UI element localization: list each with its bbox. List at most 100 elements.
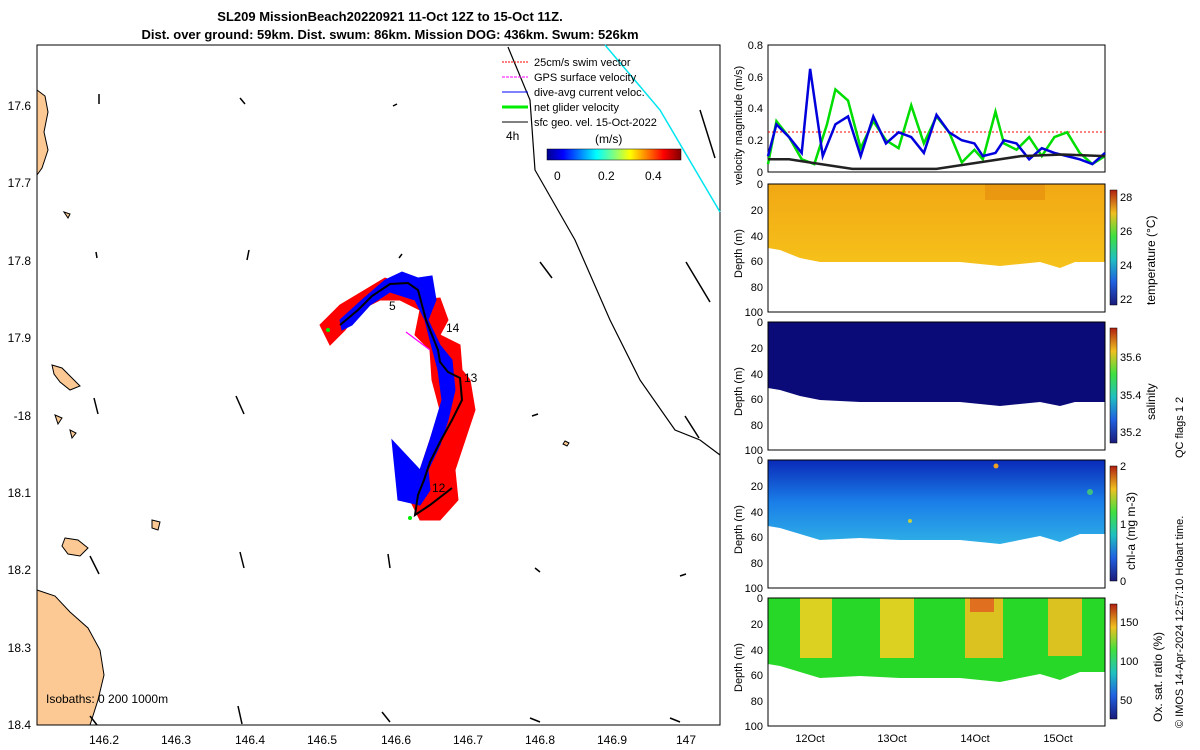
- temp-ytick: 80: [751, 282, 763, 294]
- qc-flags: QC flags 1 2: [1174, 397, 1186, 458]
- vel-ytick: 0.4: [748, 103, 763, 115]
- colorbar-tick: 0.2: [598, 169, 615, 183]
- vel-ytick: 0.2: [748, 135, 763, 147]
- temp-ctick: 24: [1120, 260, 1132, 272]
- oxy-ytick: 40: [751, 645, 763, 657]
- page-title: SL209 MissionBeach20220921 11-Oct 12Z to…: [60, 8, 720, 44]
- map-xtick: 146.4: [235, 733, 265, 747]
- sal-ctick: 35.2: [1120, 427, 1141, 439]
- current-vectors: [339, 271, 456, 506]
- cyan-line: [604, 44, 721, 213]
- temp-ytick: 0: [757, 179, 763, 191]
- sal-colorbar: [1109, 327, 1118, 444]
- map-xtick: 146.7: [453, 733, 483, 747]
- sal-ytick: 60: [751, 394, 763, 406]
- oxy-ctick: 150: [1120, 617, 1138, 629]
- map-ytick: 18.2: [8, 563, 32, 577]
- chl-ctick: 0: [1120, 576, 1126, 588]
- salinity-panel: 0 20 40 60 80 100 Depth (m) 35.6 35.4 35…: [733, 317, 1158, 457]
- oxy-ytick: 20: [751, 619, 763, 631]
- vel-ytick: 0.6: [748, 72, 763, 84]
- velocity-series-2: [768, 153, 1106, 171]
- map-ytick: 18.4: [8, 718, 32, 732]
- chl-field: [768, 460, 1105, 544]
- temp-ylabel: Depth (m): [733, 229, 745, 278]
- salinity-field: [768, 322, 1105, 406]
- temp-clabel: temperature (°C): [1144, 216, 1158, 306]
- legend-4h: 4h: [506, 129, 519, 143]
- start-marker: [326, 328, 330, 332]
- oxy-panel: 0 20 40 60 80 100 Depth (m) 150 100 50 O…: [733, 593, 1165, 745]
- temp-ytick: 20: [751, 205, 763, 217]
- map-ytick: -18: [14, 409, 32, 423]
- sal-ytick: 80: [751, 420, 763, 432]
- isobaths-label: Isobaths: 0 200 1000m: [46, 692, 168, 706]
- end-marker: [408, 516, 412, 520]
- chl-ytick: 80: [751, 558, 763, 570]
- sal-ytick: 40: [751, 369, 763, 381]
- date-tick: 15Oct: [1043, 733, 1072, 745]
- oxy-ylabel: Depth (m): [733, 643, 745, 692]
- temp-ctick: 22: [1120, 294, 1132, 306]
- temp-colorbar: [1109, 189, 1118, 306]
- legend-geo: sfc geo. vel. 15-Oct-2022: [534, 117, 657, 129]
- map-panel: 5 14 13 12 146.2 146.3 146.4 146.5 146.6…: [8, 44, 721, 747]
- legend-net: net glider velocity: [534, 102, 619, 114]
- title-line-1: SL209 MissionBeach20220921 11-Oct 12Z to…: [217, 9, 563, 24]
- title-line-2: Dist. over ground: 59km. Dist. swum: 86k…: [141, 27, 639, 42]
- oxy-ytick: 0: [757, 593, 763, 605]
- isobath-line: [507, 46, 721, 456]
- chl-panel: 0 20 40 60 80 100 Depth (m) 2 1 0 chl-a …: [733, 455, 1138, 595]
- map-ytick: 17.9: [8, 331, 32, 345]
- velocity-series-1: [766, 68, 1106, 166]
- legend-current: dive-avg current veloc.: [534, 87, 645, 99]
- track-label-13: 13: [464, 371, 478, 385]
- chl-ytick: 100: [745, 583, 763, 595]
- chl-ctick: 2: [1120, 461, 1126, 473]
- oxy-ctick: 100: [1120, 656, 1138, 668]
- temp-ytick: 100: [745, 307, 763, 319]
- chl-ytick: 0: [757, 455, 763, 467]
- sal-ylabel: Depth (m): [733, 367, 745, 416]
- oxy-clabel: Ox. sat. ratio (%): [1151, 632, 1165, 722]
- vel-ytick: 0: [757, 167, 763, 179]
- temp-ctick: 28: [1120, 192, 1132, 204]
- date-tick: 13Oct: [877, 733, 906, 745]
- sal-ytick: 0: [757, 317, 763, 329]
- track-label-12: 12: [432, 481, 446, 495]
- chl-colorbar: [1109, 465, 1118, 582]
- map-xtick: 146.8: [525, 733, 555, 747]
- chl-ctick: 1: [1120, 519, 1126, 531]
- chl-ytick: 60: [751, 532, 763, 544]
- map-ytick: 18.3: [8, 641, 32, 655]
- speed-colorbar: [546, 148, 682, 161]
- map-ytick: 18.1: [8, 486, 32, 500]
- sal-ctick: 35.6: [1120, 352, 1141, 364]
- map-ytick: 17.8: [8, 254, 32, 268]
- map-xtick: 146.6: [381, 733, 411, 747]
- date-tick: 14Oct: [960, 733, 989, 745]
- legend-gps: GPS surface velocity: [534, 72, 637, 84]
- map-xtick: 146.2: [89, 733, 119, 747]
- oxy-colorbar: [1109, 603, 1118, 720]
- map-xticks: 146.2 146.3 146.4 146.5 146.6 146.7 146.…: [89, 733, 696, 747]
- chl-ytick: 20: [751, 481, 763, 493]
- map-xtick: 146.3: [161, 733, 191, 747]
- temp-ctick: 26: [1120, 226, 1132, 238]
- oxy-ytick: 100: [745, 721, 763, 733]
- map-legend: 25cm/s swim vector GPS surface velocity …: [502, 57, 682, 183]
- chl-ylabel: Depth (m): [733, 505, 745, 554]
- velocity-ylabel: velocity magnitude (m/s): [733, 66, 745, 185]
- vel-ytick: 0.8: [748, 40, 763, 52]
- temp-ytick: 40: [751, 231, 763, 243]
- chl-ytick: 40: [751, 507, 763, 519]
- map-xtick: 146.9: [597, 733, 627, 747]
- oxy-ctick: 50: [1120, 695, 1132, 707]
- sal-clabel: salinity: [1144, 383, 1158, 420]
- map-frame: [36, 44, 721, 726]
- track-label-14: 14: [446, 321, 460, 335]
- map-yticks: 17.6 17.7 17.8 17.9 -18 18.1 18.2 18.3 1…: [8, 99, 32, 732]
- track-label-5: 5: [389, 299, 396, 313]
- credit-text: © IMOS 14-Apr-2024 12:57:10 Hobart time.: [1174, 516, 1186, 728]
- legend-swim: 25cm/s swim vector: [534, 57, 631, 69]
